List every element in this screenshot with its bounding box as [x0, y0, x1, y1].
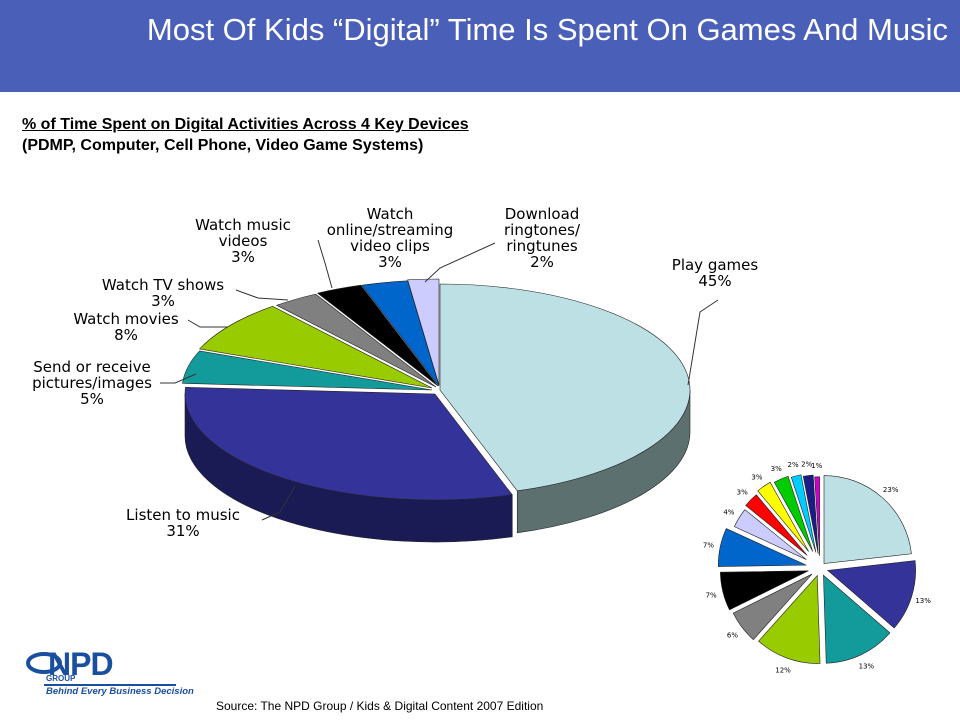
main-pie-slice-watch-movies: [198, 306, 433, 389]
slide-title: Most Of Kids “Digital” Time Is Spent On …: [146, 12, 948, 47]
leader-line-send-or-receive-pictures-images: [160, 373, 197, 384]
slice-label-download-ringtones-ringtunes: Download ringtones/ringtunes 2%: [504, 205, 581, 271]
slice-label-watch-online-streaming-video-clips: Watch online/streaming video clips 3%: [327, 205, 454, 271]
inset-pie-label-12: 2%: [788, 461, 799, 469]
inset-pie-label-9: 3%: [737, 488, 748, 496]
source-note: Source: The NPD Group / Kids & Digital C…: [216, 699, 544, 713]
inset-pie-slice-12: [790, 474, 817, 553]
logo-mark: NPD: [48, 646, 114, 682]
inset-pie-label-14: 1%: [811, 462, 822, 470]
main-pie-chart: Play games 45% Listen to music 31% Send or r…: [32, 205, 759, 543]
inset-pie-label-11: 3%: [771, 465, 782, 473]
main-pie-slice-watch-online-streaming-video-clips: [361, 280, 440, 387]
inset-pie-label-1: 23%: [883, 486, 899, 494]
slice-label-watch-movies: Watch movies 8%: [73, 310, 179, 344]
inset-pie-label-6: 7%: [706, 591, 717, 599]
inset-pie-label-4: 12%: [775, 666, 791, 674]
inset-pie-label-8: 4%: [723, 508, 734, 516]
inset-pie-slice-5: [732, 573, 813, 641]
inset-pie-slice-7: [718, 528, 807, 567]
main-pie-slice-listen-to-music: [184, 387, 513, 501]
main-pie-slice-play-games: [439, 283, 691, 492]
leader-line-watch-tv-shows: [235, 289, 289, 301]
inset-pie-slice-6: [720, 570, 809, 611]
main-pie-slice-download-ringtones-ringtunes: [407, 278, 440, 386]
inset-pie-slice-4: [758, 574, 821, 664]
inset-pie-slice-2: [826, 560, 916, 629]
slice-label-watch-music-videos: Watch music videos 3%: [195, 216, 291, 266]
slice-label-send-or-receive-pictures-images: Send or receive pictures/images 5%: [32, 358, 152, 408]
inset-pie-slice-3: [823, 574, 891, 664]
inset-pie-slice-11: [773, 475, 814, 552]
inset-pie-slice-13: [802, 474, 819, 555]
logo-tagline: Behind Every Business Decision: [46, 686, 194, 697]
leader-line-listen-to-music: [261, 485, 296, 521]
inset-pie-slice-9: [745, 494, 808, 556]
inset-pie-label-13: 2%: [801, 461, 812, 469]
logo-group: GROUP: [46, 674, 76, 683]
npd-swoosh-icon: [26, 652, 62, 674]
inset-pie-slice-8: [733, 509, 807, 560]
inset-pie-label-5: 6%: [727, 632, 738, 640]
leader-line-play-games: [687, 299, 719, 386]
inset-pie-label-7: 7%: [703, 542, 714, 550]
chart-subtitle: % of Time Spent on Digital Activities Ac…: [22, 114, 469, 156]
inset-pie-chart: 23%13%13%12%6%7%7%4%3%3%3% 2% 2%1%: [703, 461, 931, 675]
leader-line-watch-movies: [187, 319, 228, 328]
inset-pie-label-2: 13%: [915, 597, 931, 605]
leader-line-watch-music-videos: [317, 239, 333, 289]
leader-line-download-ringtones-ringtunes: [424, 242, 496, 283]
title-bar: Most Of Kids “Digital” Time Is Spent On …: [0, 0, 960, 92]
slice-label-listen-to-music: Listen to music 31%: [126, 506, 240, 540]
main-pie-slice-send-or-receive-pictures-images: [182, 350, 433, 391]
slice-label-play-games: Play games 45%: [672, 256, 759, 290]
inset-pie-slice-1: [823, 475, 912, 564]
inset-pie-slice-14: [814, 476, 820, 557]
subtitle-line-2: (PDMP, Computer, Cell Phone, Video Game …: [22, 137, 424, 154]
inset-pie-label-3: 13%: [859, 663, 875, 671]
inset-pie-label-10: 3%: [751, 473, 762, 481]
inset-pie-slice-10: [757, 481, 809, 552]
main-pie-slice-watch-music-videos: [316, 284, 439, 387]
slice-label-watch-tv-shows: Watch TV shows 3%: [102, 276, 224, 310]
subtitle-line-1: % of Time Spent on Digital Activities Ac…: [22, 116, 469, 133]
logo-divider: [44, 684, 176, 686]
main-pie-slice-watch-tv-shows: [275, 293, 437, 388]
